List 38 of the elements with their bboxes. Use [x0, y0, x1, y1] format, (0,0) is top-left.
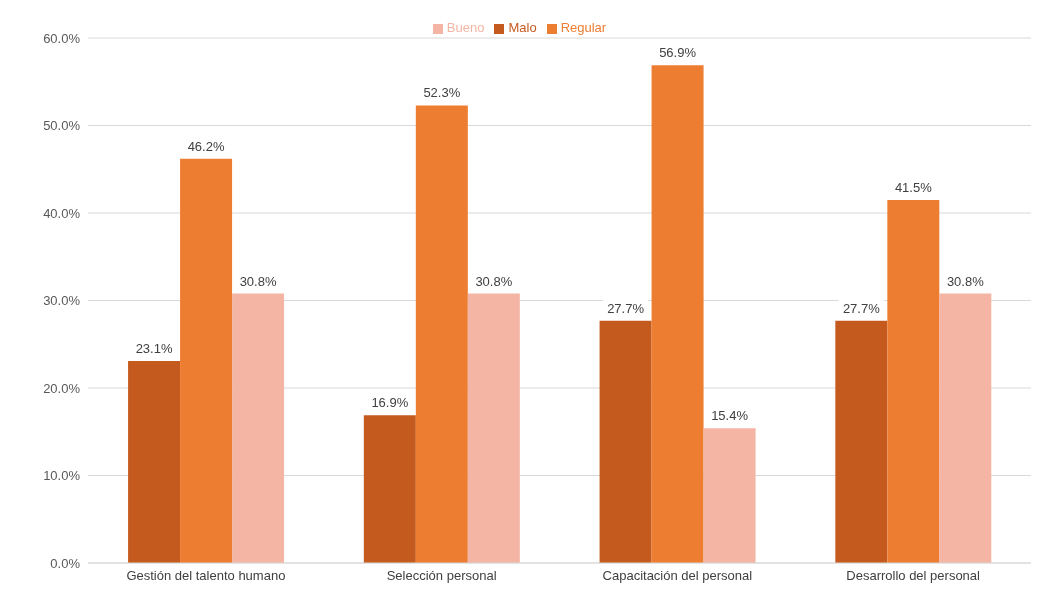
bar — [128, 360, 181, 563]
data-label: 30.8% — [946, 273, 985, 289]
bar — [599, 320, 652, 563]
bar — [703, 428, 756, 563]
y-tick-label: 30.0% — [43, 293, 81, 309]
data-label: 15.4% — [711, 408, 749, 424]
bar — [232, 293, 285, 563]
data-label: 23.1% — [135, 340, 173, 356]
data-label: 41.5% — [894, 179, 933, 195]
x-tick-label: Gestión del talento humano — [126, 568, 286, 584]
data-label: 27.7% — [842, 300, 881, 316]
data-label: 56.9% — [659, 45, 697, 61]
bar — [651, 65, 704, 563]
x-tick-label: Capacitación del personal — [602, 568, 753, 584]
data-label: 30.8% — [239, 273, 277, 289]
data-label: 46.2% — [187, 138, 225, 154]
legend-label: Regular — [560, 20, 607, 35]
data-label: 52.3% — [423, 85, 461, 101]
legend-label: Malo — [508, 20, 537, 35]
y-tick-label: 50.0% — [43, 118, 81, 134]
bar — [887, 199, 940, 563]
x-tick-label: Desarrollo del personal — [846, 568, 981, 584]
y-tick-label: 40.0% — [43, 205, 81, 221]
y-tick-label: 20.0% — [43, 380, 81, 396]
bar — [180, 158, 233, 563]
bar — [363, 415, 416, 563]
bar — [939, 293, 992, 563]
x-tick-label: Selección personal — [386, 568, 497, 584]
y-tick-label: 10.0% — [43, 468, 81, 484]
y-tick-label: 60.0% — [43, 30, 81, 46]
data-label: 30.8% — [475, 273, 513, 289]
legend-label: Bueno — [446, 20, 485, 35]
data-label: 16.9% — [371, 395, 409, 411]
bar — [835, 320, 888, 563]
data-label: 27.7% — [607, 300, 645, 316]
bar — [467, 293, 520, 563]
y-tick-label: 0.0% — [50, 555, 81, 571]
bar — [415, 105, 468, 563]
